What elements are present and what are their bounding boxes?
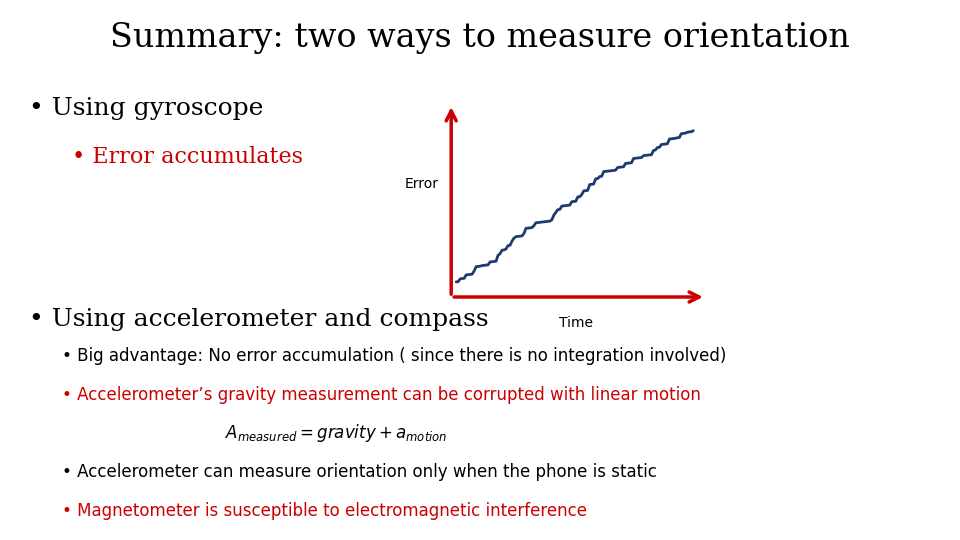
Text: • Using gyroscope: • Using gyroscope <box>29 97 263 120</box>
Text: Summary: two ways to measure orientation: Summary: two ways to measure orientation <box>110 22 850 53</box>
Text: • Magnetometer is susceptible to electromagnetic interference: • Magnetometer is susceptible to electro… <box>62 502 588 520</box>
Text: $A_{measured} = gravity + a_{motion}$: $A_{measured} = gravity + a_{motion}$ <box>225 422 447 444</box>
Text: • Accelerometer’s gravity measurement can be corrupted with linear motion: • Accelerometer’s gravity measurement ca… <box>62 386 701 403</box>
Text: Error: Error <box>404 177 439 191</box>
Text: Time: Time <box>559 316 593 330</box>
Text: • Accelerometer can measure orientation only when the phone is static: • Accelerometer can measure orientation … <box>62 463 658 481</box>
Text: • Using accelerometer and compass: • Using accelerometer and compass <box>29 308 489 331</box>
Text: • Big advantage: No error accumulation ( since there is no integration involved): • Big advantage: No error accumulation (… <box>62 347 727 364</box>
Text: • Error accumulates: • Error accumulates <box>72 146 303 168</box>
